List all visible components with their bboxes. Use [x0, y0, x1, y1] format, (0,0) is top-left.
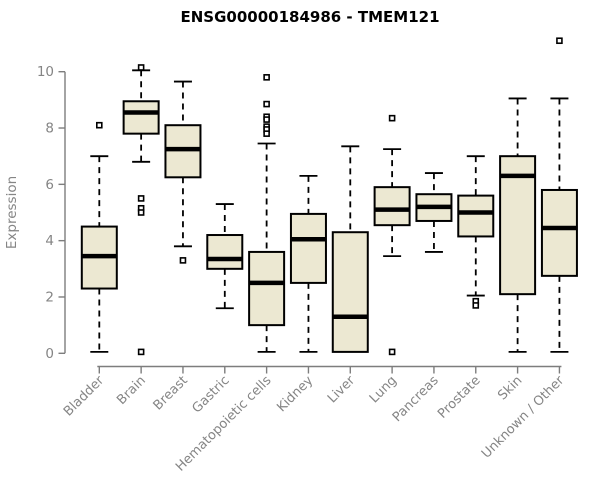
x-axis-tick-label-brain: Brain: [114, 373, 149, 408]
x-axis-tick-label-bladder: Bladder: [61, 373, 108, 420]
x-axis-tick-label-lung: Lung: [367, 373, 400, 406]
y-axis-tick-label: 6: [45, 177, 54, 193]
outlier-point: [263, 116, 270, 123]
x-axis-tick-label-pancreas: Pancreas: [390, 373, 442, 425]
outlier-point: [137, 209, 145, 216]
x-axis-tick-label-breast: Breast: [151, 373, 191, 413]
boxplot-brain: [122, 64, 160, 356]
outlier-point: [263, 100, 270, 108]
iqr-box: [499, 155, 537, 296]
y-axis-tick-label: 10: [37, 64, 54, 80]
boxplot-lung: [373, 114, 411, 356]
y-axis-tick-label: 8: [45, 121, 54, 137]
boxplot-hematopoietic-cells: [248, 74, 286, 353]
boxplot-breast: [164, 80, 202, 264]
outlier-point: [556, 37, 563, 45]
y-axis-title: Expression: [4, 176, 20, 249]
outlier-point: [137, 348, 145, 356]
iqr-box: [540, 188, 578, 277]
boxplot-unknown-other: [540, 37, 578, 353]
outlier-point: [179, 257, 187, 264]
y-axis: 0 2 4 6 8 10 Expression: [4, 64, 66, 362]
outlier-point: [388, 114, 396, 122]
y-axis-tick-label: 2: [45, 289, 54, 305]
boxplot-gastric: [206, 203, 244, 310]
iqr-box: [122, 100, 160, 135]
outlier-point: [137, 64, 145, 71]
iqr-box: [457, 194, 495, 238]
boxplot-liver: [331, 145, 369, 353]
iqr-box: [206, 234, 244, 270]
iqr-box: [248, 250, 286, 327]
boxplot-pancreas: [415, 172, 453, 253]
iqr-box: [289, 212, 327, 284]
y-axis-tick-label: 4: [45, 233, 54, 249]
boxplot-skin: [499, 97, 537, 353]
boxplot-prostate: [457, 155, 495, 309]
chart-title: ENSG00000184986 - TMEM121: [180, 8, 440, 26]
x-axis-tick-label-skin: Skin: [495, 373, 525, 403]
outlier-point: [388, 348, 396, 356]
iqr-box: [373, 186, 411, 227]
x-axis-tick-label-unknown-other: Unknown / Other: [479, 373, 568, 462]
outlier-point: [263, 74, 270, 81]
boxplot-kidney: [289, 174, 327, 353]
iqr-box: [331, 231, 369, 353]
outlier-point: [137, 195, 145, 202]
outlier-point: [96, 121, 103, 129]
y-axis-tick-label: 0: [45, 346, 54, 362]
x-axis-tick-label-kidney: Kidney: [274, 373, 316, 415]
outlier-point: [263, 130, 270, 137]
outlier-point: [472, 302, 480, 309]
x-axis-tick-label-liver: Liver: [325, 373, 359, 407]
x-axis-tick-label-prostate: Prostate: [435, 373, 483, 421]
boxplot-bladder: [80, 121, 118, 353]
